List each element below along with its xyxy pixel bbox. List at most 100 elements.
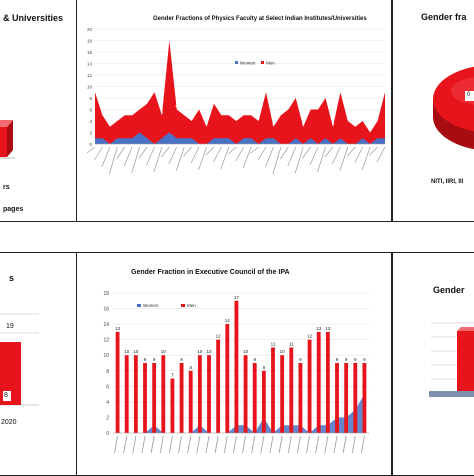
area-xtick-13 [183,146,192,157]
bar-chart-title: Gender Fraction in Executive Council of … [131,269,290,276]
panel-bottom-right-chart [429,322,474,397]
bar-men-6 [170,378,175,433]
bar-legend-women-swatch [137,304,141,307]
area-data-label-men-8: 9 [153,86,156,91]
area-data-label-men-32: 3 [332,121,335,126]
bar-xtick-14 [242,435,246,454]
bar-xtick-0 [114,435,118,454]
bar-ytick-6: 12 [103,338,109,344]
bar-data-label-men-7: 9 [180,357,183,362]
area-data-label-men-24: 3 [272,121,275,126]
bar-data-label-men-15: 9 [253,357,256,362]
bar-ytick-0: 0 [106,431,109,437]
panel-top-left: & Universities rs pages [0,0,77,222]
area-data-label-men-25: 5 [280,109,283,114]
area-legend-men-swatch [261,61,264,64]
area-ytick-3: 6 [89,108,92,113]
year-label: 2020 [1,419,17,426]
bar-men-9 [197,355,202,433]
area-data-label-men-36: 4 [361,115,364,120]
area-series-men [95,40,385,144]
area-xtick-8 [146,146,155,166]
pie-3d-chart [433,66,474,150]
area-ytick-1: 2 [89,131,92,136]
bar-xtick-21 [306,435,310,454]
area-ytick-5: 10 [87,85,93,90]
bar-data-label-men-22: 13 [316,326,322,331]
area-data-label-men-1: 5 [101,109,104,114]
area-data-label-men-30: 6 [317,104,320,109]
area-data-label-men-16: 7 [213,98,216,103]
area-data-label-men-10: 18 [167,35,173,40]
bar-men-14 [243,355,248,433]
bar-3d-side [7,120,13,157]
area-xtick-6 [131,146,140,174]
area-xtick-35 [346,146,356,157]
area-data-label-men-15: 3 [205,121,208,126]
bar-xtick-1 [123,435,128,454]
bar-xtick-13 [233,435,237,454]
bar-data-label-men-13: 17 [234,295,240,300]
bar-men-24 [335,363,339,433]
area-data-label-men-29: 6 [309,104,312,109]
panel-bottom-left-chart [0,313,39,406]
area-ytick-9: 18 [87,39,93,44]
bar-xtick-18 [278,435,283,454]
area-xtick-32 [324,146,334,158]
area-data-label-men-33: 9 [339,86,342,91]
bar-data-label-men-16: 8 [263,365,266,370]
area-xtick-24 [265,146,274,168]
panel-top-left-chart [0,120,15,159]
area-xtick-11 [168,146,178,165]
bar-data-label-men-6: 7 [171,373,174,378]
bar-men-27 [362,363,367,433]
bar-men-10 [207,355,211,433]
bar-legend-men-swatch [181,304,185,307]
bar-xtick-6 [169,435,173,454]
bar-men-3 [143,363,147,433]
area-xtick-27 [287,146,297,167]
area-data-label-men-26: 6 [287,104,290,109]
area-chart-title: Gender Fractions of Physics Faculty at S… [153,16,367,22]
area-ytick-10: 20 [87,27,93,32]
bar-men-2 [133,355,138,433]
bar-data-label-men-1: 10 [124,349,130,354]
bar-legend-women-label: Women [143,303,159,308]
bar-data-label-men-26: 9 [354,357,357,362]
area-data-label-men-11: 6 [176,104,179,109]
area-legend-women-label: Women [240,61,256,66]
bar-legend-men-label: Men [187,303,196,308]
bar-data-label-men-23: 13 [325,326,331,331]
bar-data-label-men-10: 10 [206,349,212,354]
area-xtick-33 [332,146,341,165]
area-data-label-men-4: 5 [123,109,126,114]
bar-men-20 [298,363,303,433]
area-xtick-10 [161,146,170,158]
panel-top-left-label-2: pages [3,206,24,213]
bar-xtick-23 [324,435,329,454]
panel-top-right: Gender fra 0 NITI, IIRI, Ill [392,0,474,222]
bar-data-label-men-25: 9 [345,357,348,362]
bar-data-label-men-5: 10 [161,349,167,354]
area-xtick-22 [250,146,259,154]
area-xtick-3 [108,146,118,175]
area-xtick-7 [138,146,148,159]
panel-bottom-left-title: s [9,273,15,283]
area-data-label-men-13: 4 [190,115,193,120]
area-ytick-0: 0 [89,142,92,147]
area-data-label-men-14: 6 [198,104,201,109]
area-data-label-men-19: 4 [235,115,238,120]
area-data-label-men-35: 3 [354,121,357,126]
bar-data-label-men-9: 10 [197,349,203,354]
bar-xtick-26 [351,435,356,454]
bar-data-label-men-19: 11 [289,341,294,346]
bar-3d-top [457,327,474,331]
area-data-label-men-39: 9 [384,86,387,91]
bar-xtick-25 [342,435,347,454]
panel-bottom-center: Gender Fraction in Executive Council of … [76,252,392,476]
bar-data-label-men-20: 9 [299,357,302,362]
area-data-label-men-20: 5 [242,109,245,114]
bar-ytick-8: 16 [103,307,109,313]
area-data-label-men-0: 9 [94,86,97,91]
